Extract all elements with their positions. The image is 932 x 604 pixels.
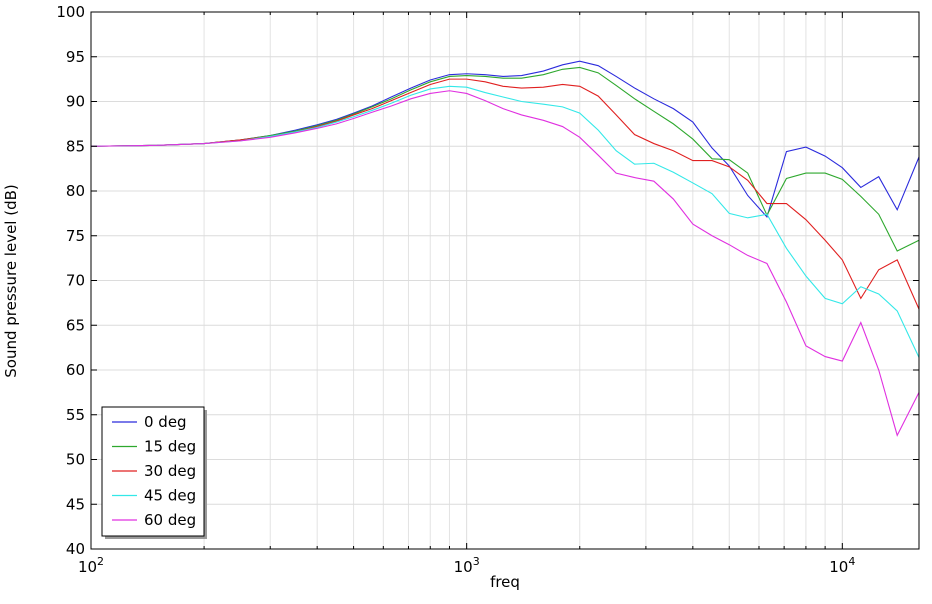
y-tick-label: 55 bbox=[66, 406, 85, 424]
legend: 0 deg 15 deg 30 deg 45 deg 60 deg bbox=[101, 406, 207, 539]
x-tick-label-base: 10 bbox=[78, 558, 97, 576]
y-tick-label: 50 bbox=[66, 451, 85, 469]
y-tick-label: 80 bbox=[66, 182, 85, 200]
y-tick-label: 65 bbox=[66, 316, 85, 334]
series-line-0-deg bbox=[90, 60, 920, 219]
y-tick-label: 75 bbox=[66, 227, 85, 245]
legend-label: 60 deg bbox=[144, 511, 196, 529]
y-tick-label: 90 bbox=[66, 93, 85, 111]
legend-label: 15 deg bbox=[144, 438, 196, 456]
y-axis-title: Sound pressure level (dB) bbox=[2, 184, 20, 378]
x-tick-label-exponent: 4 bbox=[848, 555, 855, 568]
x-tick-label-exponent: 3 bbox=[473, 555, 480, 568]
y-tick-label: 60 bbox=[66, 361, 85, 379]
series-line-45-deg bbox=[90, 85, 920, 358]
x-tick-label: 102 bbox=[78, 555, 104, 576]
grid-lines bbox=[90, 11, 919, 550]
series-line-30-deg bbox=[90, 78, 920, 310]
x-tick-label: 103 bbox=[454, 555, 480, 576]
y-tick-label: 45 bbox=[66, 495, 85, 513]
x-tick-label-base: 10 bbox=[829, 558, 848, 576]
legend-label: 45 deg bbox=[144, 487, 196, 505]
x-tick-label-base: 10 bbox=[454, 558, 473, 576]
y-tick-label: 85 bbox=[66, 137, 85, 155]
series-line-60-deg bbox=[90, 90, 920, 437]
y-tick-label: 95 bbox=[66, 48, 85, 66]
legend-label: 30 deg bbox=[144, 462, 196, 480]
y-tick-label: 40 bbox=[66, 540, 85, 558]
legend-label: 0 deg bbox=[144, 413, 187, 431]
y-tick-label: 100 bbox=[56, 3, 85, 21]
series-line-15-deg bbox=[90, 66, 920, 252]
x-tick-label: 104 bbox=[829, 555, 855, 576]
y-tick-label: 70 bbox=[66, 272, 85, 290]
series-lines bbox=[90, 60, 920, 437]
x-axis-title: freq bbox=[490, 573, 520, 591]
x-tick-label-exponent: 2 bbox=[97, 555, 104, 568]
